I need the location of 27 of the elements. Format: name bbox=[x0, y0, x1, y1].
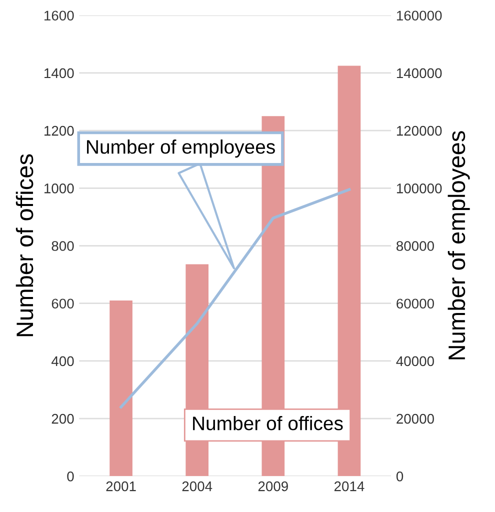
y2-tick-label: 20000 bbox=[396, 414, 434, 424]
x-tick-label: 2014 bbox=[334, 481, 364, 492]
y2-tick-label: 100000 bbox=[396, 183, 442, 194]
y2-tick-label: 40000 bbox=[396, 356, 434, 366]
y2-tick-label: 60000 bbox=[396, 298, 434, 309]
y2-tick-label: 140000 bbox=[396, 68, 442, 78]
y-tick-label: 600 bbox=[52, 298, 74, 309]
y2-tick-label: 160000 bbox=[396, 10, 442, 21]
y2-tick-label: 0 bbox=[396, 471, 404, 482]
bar bbox=[110, 300, 132, 476]
y-tick-label: 400 bbox=[51, 356, 74, 366]
y-tick-label: 1400 bbox=[44, 68, 74, 78]
series-label: Number of offices bbox=[193, 416, 343, 430]
y2-tick-label: 80000 bbox=[396, 241, 434, 251]
x-tick-label: 2004 bbox=[182, 481, 212, 492]
y-tick-label: 1200 bbox=[44, 126, 74, 136]
x-tick-label: 2009 bbox=[258, 481, 288, 492]
y2-axis-title: Number of employees bbox=[448, 131, 470, 360]
y-tick-label: 1000 bbox=[44, 183, 74, 194]
y-tick-label: 1600 bbox=[44, 10, 74, 21]
y-axis-title: Number of offices bbox=[16, 154, 34, 336]
y-tick-label: 200 bbox=[52, 414, 74, 424]
x-tick-label: 2001 bbox=[106, 481, 136, 492]
text: Number of employees bbox=[87, 140, 275, 158]
y2-tick-label: 120000 bbox=[396, 126, 442, 136]
y-tick-label: 0 bbox=[67, 471, 74, 482]
y-tick-label: 800 bbox=[52, 241, 74, 251]
